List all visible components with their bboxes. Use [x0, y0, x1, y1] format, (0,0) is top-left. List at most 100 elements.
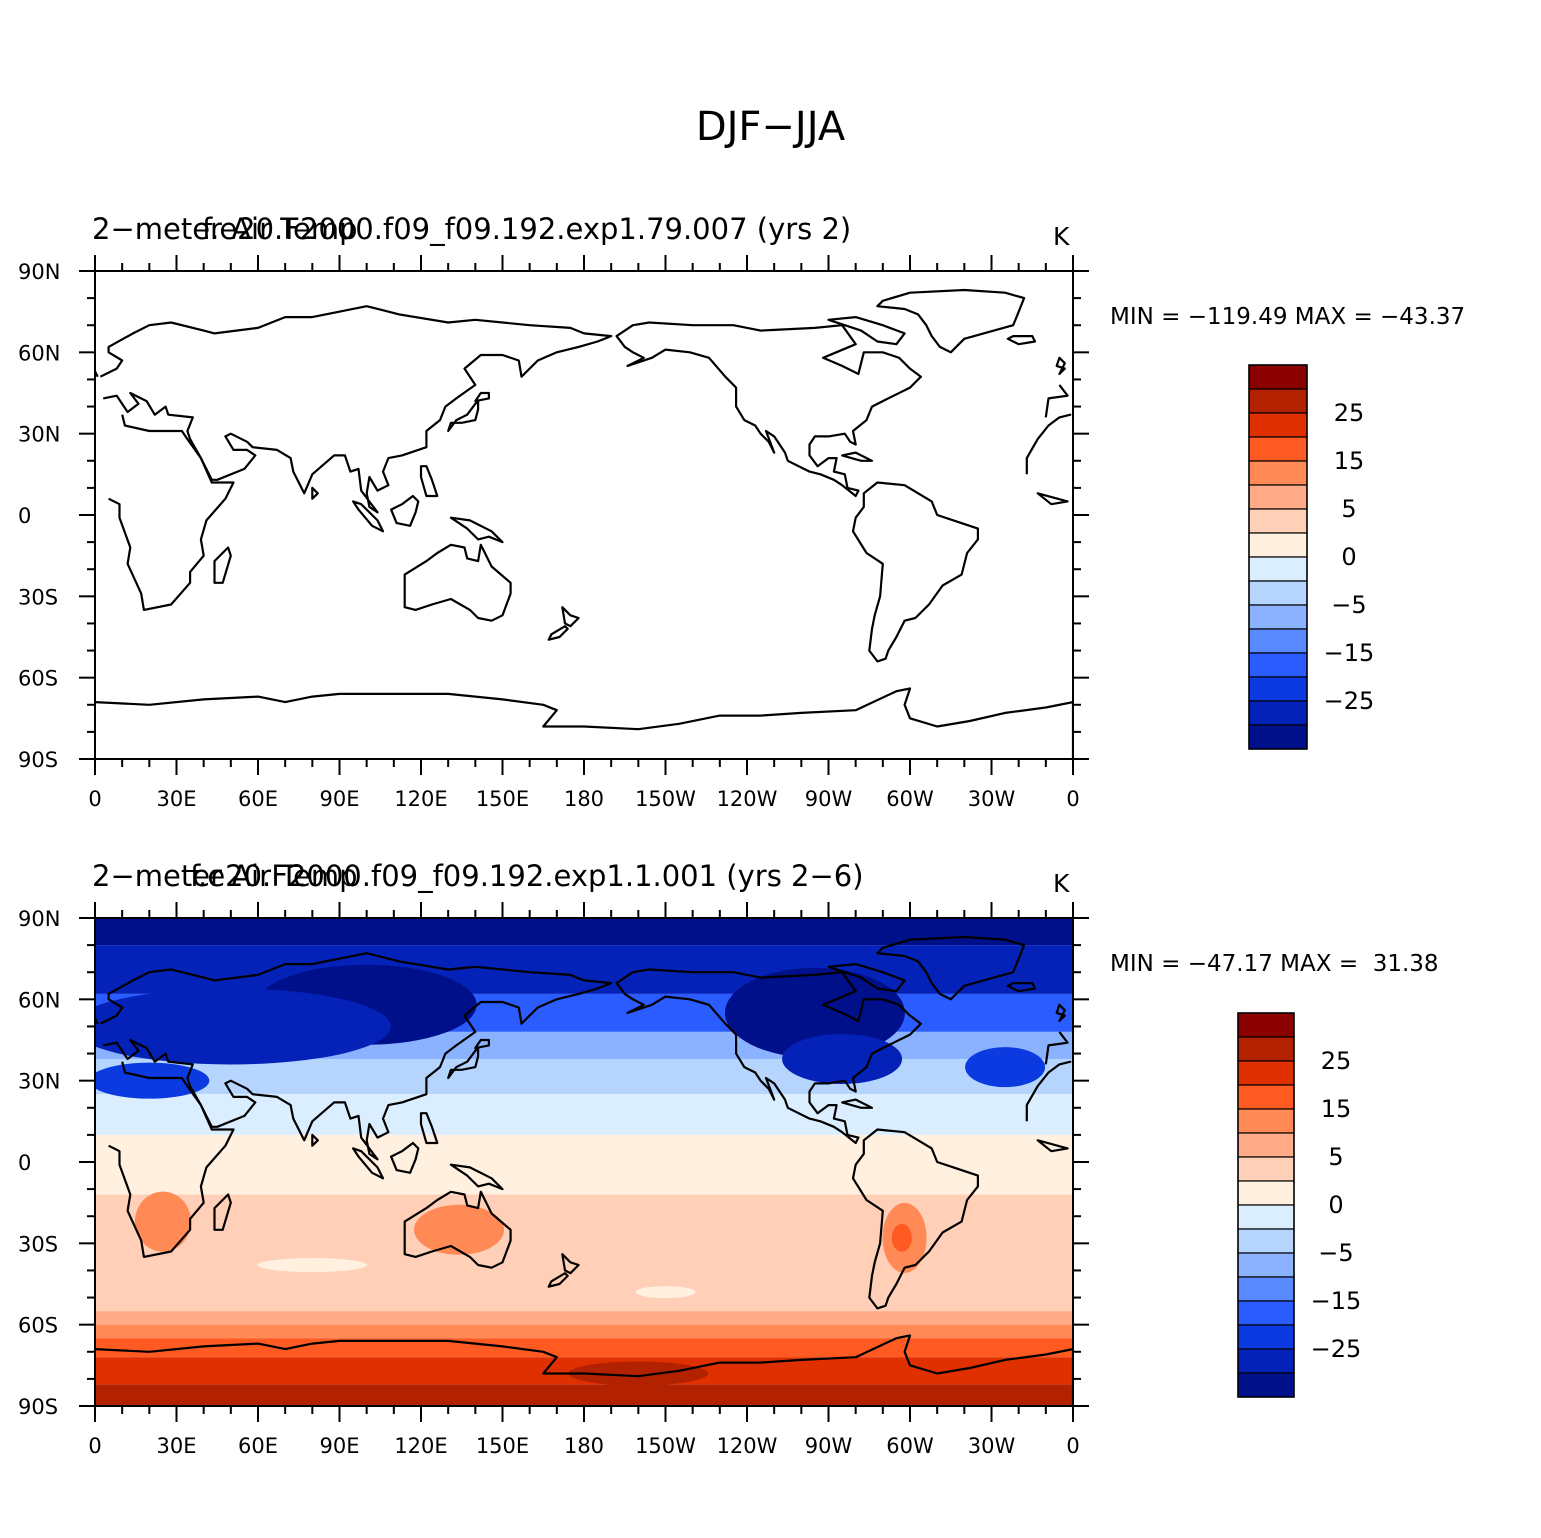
- panel-2-stats: MIN = −47.17 MAX = 31.38: [1110, 951, 1439, 977]
- map-panel-1: 0 30E 60E 90E 120E 150E 180 150W 120W 90W 60W 30W 0 9…: [18, 255, 1089, 811]
- lon-tick-label: 150E: [476, 787, 529, 811]
- colorbar-swatch: [1237, 1036, 1295, 1062]
- lon-tick-label: 30E: [157, 787, 197, 811]
- panel-1-left-string: 2−meter Air Temp: [92, 212, 358, 246]
- colorbar-swatch: [1248, 388, 1308, 414]
- panel-1-coastlines: [95, 288, 1073, 759]
- lat-tick-label: 60N: [18, 341, 60, 365]
- colorbar-1: 25 15 5 0 −5 −15 −25: [1248, 364, 1375, 750]
- colorbar-swatch: [1248, 628, 1308, 654]
- lat-tick-label: 0: [18, 504, 31, 528]
- lat-tick-label: 90S: [18, 1395, 58, 1419]
- colorbar-swatch: [1237, 1132, 1295, 1158]
- colorbar-swatch: [1237, 1324, 1295, 1350]
- colorbar-swatch: [1248, 412, 1308, 438]
- panel-1-min-value: −119.49: [1187, 304, 1288, 330]
- colorbar-label: −25: [1324, 687, 1375, 715]
- panel-2-center-string: f.e20.F2000.f09_f09.192.exp1.1.001 (yrs …: [190, 859, 864, 893]
- colorbar-2: 25 15 5 0 −5 −15 −25: [1237, 1012, 1362, 1398]
- panel-2-max-label: MAX =: [1280, 951, 1359, 977]
- colorbar-label: −5: [1318, 1239, 1353, 1267]
- colorbar-swatch: [1248, 676, 1308, 702]
- colorbar-swatch: [1248, 436, 1308, 462]
- colorbar-label: 5: [1341, 495, 1356, 523]
- lon-tick-label: 90E: [320, 787, 360, 811]
- colorbar-swatch: [1237, 1084, 1295, 1110]
- colorbar-label: 15: [1334, 447, 1365, 475]
- panel-2-left-string: 2−meter Air Temp: [92, 859, 358, 893]
- colorbar-swatch: [1248, 724, 1308, 750]
- map-panel-2: 0 30E 60E 90E 120E 150E 180 150W 120W 90W 60W 30W 0 9…: [18, 902, 1089, 1458]
- panel-1-center-string: f.e20.F2000.f09_f09.192.exp1.79.007 (yrs…: [202, 212, 852, 246]
- colorbar-swatch: [1248, 460, 1308, 486]
- colorbar-swatch: [1237, 1252, 1295, 1278]
- colorbar-swatch: [1237, 1012, 1295, 1038]
- panel-2-max-value: 31.38: [1372, 951, 1439, 977]
- lat-tick-label: 90N: [18, 260, 60, 284]
- lon-tick-label: 90E: [320, 1434, 360, 1458]
- lon-tick-label: 60E: [238, 1434, 278, 1458]
- panel-2-min-value: −47.17: [1187, 951, 1273, 977]
- colorbar-swatch: [1237, 1276, 1295, 1302]
- colorbar-swatch: [1248, 604, 1308, 630]
- colorbar-swatch: [1237, 1228, 1295, 1254]
- colorbar-swatch: [1248, 556, 1308, 582]
- lat-tick-label: 30N: [18, 423, 60, 447]
- lon-tick-label: 150W: [635, 1434, 696, 1458]
- lon-tick-label: 30E: [157, 1434, 197, 1458]
- colorbar-label: 5: [1328, 1143, 1343, 1171]
- panel-1-right-string: K: [1053, 222, 1070, 251]
- lon-tick-label: 120E: [394, 1434, 447, 1458]
- lon-tick-label: 90W: [805, 787, 853, 811]
- lon-tick-label: 150E: [476, 1434, 529, 1458]
- lon-tick-label: 60E: [238, 787, 278, 811]
- lat-tick-label: 30S: [18, 1232, 58, 1256]
- colorbar-label: 15: [1321, 1095, 1352, 1123]
- colorbar-swatch: [1237, 1372, 1295, 1398]
- colorbar-label: −5: [1331, 591, 1366, 619]
- lon-tick-label: 120W: [717, 787, 778, 811]
- lat-tick-label: 0: [18, 1151, 31, 1175]
- colorbar-swatch: [1237, 1348, 1295, 1374]
- colorbar-swatch: [1237, 1156, 1295, 1182]
- colorbar-swatch: [1237, 1180, 1295, 1206]
- colorbar-label: 0: [1341, 543, 1356, 571]
- lat-tick-label: 60S: [18, 667, 58, 691]
- panel-1-min-label: MIN =: [1110, 304, 1181, 330]
- panel-1-stats: MIN = −119.49 MAX = −43.37: [1110, 304, 1465, 330]
- colorbar-swatch: [1248, 508, 1308, 534]
- colorbar-swatch: [1248, 580, 1308, 606]
- lon-tick-label: 120W: [717, 1434, 778, 1458]
- colorbar-swatch: [1237, 1108, 1295, 1134]
- lat-tick-label: 30S: [18, 585, 58, 609]
- panel-2-contour-fill: [95, 918, 1073, 1406]
- colorbar-label: 25: [1321, 1047, 1352, 1075]
- lon-tick-label: 0: [88, 787, 101, 811]
- panel-1-max-label: MAX =: [1294, 304, 1373, 330]
- panel-2-right-string: K: [1053, 869, 1070, 898]
- colorbar-swatch: [1237, 1300, 1295, 1326]
- lon-tick-label: 120E: [394, 787, 447, 811]
- colorbar-swatch: [1248, 532, 1308, 558]
- lat-tick-label: 60S: [18, 1314, 58, 1338]
- lat-tick-label: 60N: [18, 988, 60, 1012]
- lon-tick-label: 30W: [968, 787, 1016, 811]
- panel-1-frame: [94, 270, 1074, 760]
- colorbar-label: −15: [1311, 1287, 1362, 1315]
- colorbar-swatch: [1248, 700, 1308, 726]
- lon-tick-label: 60W: [886, 787, 934, 811]
- lon-tick-label: 180: [564, 1434, 604, 1458]
- colorbar-label: 0: [1328, 1191, 1343, 1219]
- lon-tick-label: 180: [564, 787, 604, 811]
- colorbar-label: −15: [1324, 639, 1375, 667]
- lon-tick-label: 150W: [635, 787, 696, 811]
- colorbar-swatch: [1237, 1060, 1295, 1086]
- panel-2-coastlines: [95, 935, 1073, 1406]
- lat-tick-label: 30N: [18, 1070, 60, 1094]
- lon-tick-label: 0: [1066, 1434, 1079, 1458]
- lat-tick-label: 90S: [18, 748, 58, 772]
- colorbar-swatch: [1237, 1204, 1295, 1230]
- lon-tick-label: 0: [88, 1434, 101, 1458]
- panel-1-max-value: −43.37: [1380, 304, 1466, 330]
